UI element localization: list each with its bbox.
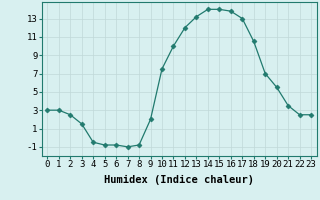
- X-axis label: Humidex (Indice chaleur): Humidex (Indice chaleur): [104, 175, 254, 185]
